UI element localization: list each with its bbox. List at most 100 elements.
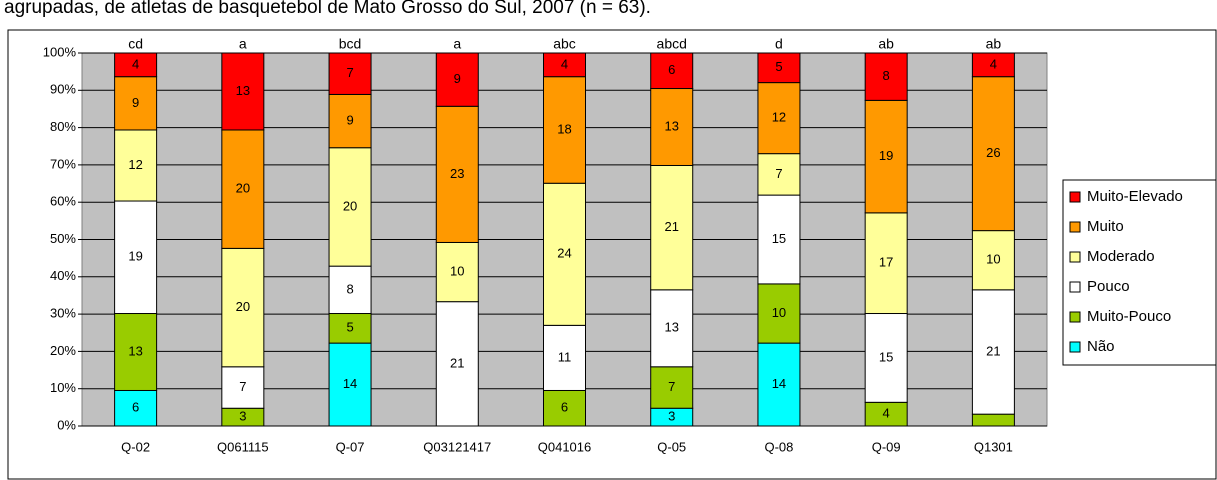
bar-segment — [543, 389, 586, 427]
data-label: 4 — [883, 406, 890, 421]
x-tick-label: Q-09 — [872, 439, 901, 454]
bar-segment — [650, 88, 694, 166]
bar-segment — [543, 76, 586, 184]
bar-segment — [757, 153, 801, 196]
data-label: 21 — [664, 219, 678, 234]
data-label: 12 — [772, 110, 786, 125]
bar-segment — [650, 289, 694, 368]
annotation: abcd — [657, 36, 687, 52]
legend-swatch — [1069, 251, 1081, 263]
data-label: 20 — [236, 181, 250, 196]
data-label: 9 — [132, 95, 139, 110]
data-label: 18 — [557, 121, 571, 136]
annotation: a — [239, 36, 247, 52]
bar-segment — [864, 52, 908, 101]
data-label: 14 — [343, 376, 357, 391]
bar-segment — [114, 52, 158, 78]
x-tick-label: Q-07 — [336, 439, 365, 454]
data-label: 6 — [132, 400, 139, 415]
data-label: 5 — [775, 59, 782, 74]
y-tick-label: 50% — [50, 231, 76, 246]
bar-segment — [328, 313, 372, 344]
legend-label: Muito-Pouco — [1087, 308, 1171, 325]
data-label: 17 — [879, 255, 893, 270]
data-label: 13 — [236, 83, 250, 98]
bar-segment — [114, 129, 158, 202]
bar-segment — [864, 99, 908, 214]
data-label: 10 — [450, 264, 464, 279]
bar-segment — [114, 200, 158, 315]
x-tick-label: Q-05 — [657, 439, 686, 454]
bar-segment — [221, 52, 265, 131]
annotation: a — [453, 36, 461, 52]
bar-segment — [757, 194, 801, 285]
data-label: 7 — [775, 166, 782, 181]
annotation: d — [775, 36, 783, 52]
legend-label: Não — [1087, 338, 1115, 355]
y-tick-label: 100% — [43, 44, 77, 59]
data-label: 10 — [986, 252, 1000, 267]
bar-segment — [650, 52, 694, 90]
data-label: 7 — [346, 65, 353, 80]
data-label: 11 — [558, 349, 572, 364]
bar-segment — [328, 93, 372, 149]
y-tick-label: 40% — [50, 268, 76, 283]
data-label: 24 — [557, 246, 571, 261]
data-label: 7 — [668, 379, 675, 394]
legend-label: Moderado — [1087, 248, 1155, 265]
bar-segment — [114, 389, 158, 427]
data-label: 21 — [986, 343, 1000, 358]
data-label: 15 — [879, 349, 893, 364]
bar-segment — [543, 324, 586, 391]
data-label: 6 — [668, 62, 675, 77]
y-tick-label: 10% — [50, 380, 76, 395]
bar-segment — [435, 105, 479, 243]
legend-swatch — [1069, 311, 1081, 323]
y-tick-label: 0% — [57, 417, 76, 432]
x-tick-label: Q-02 — [121, 439, 150, 454]
legend-swatch — [1069, 341, 1081, 353]
annotation: abc — [553, 36, 576, 52]
bar-segment — [757, 82, 801, 155]
bar-segment — [435, 241, 479, 303]
data-label: 8 — [346, 281, 353, 296]
annotation: ab — [878, 36, 894, 52]
data-label: 21 — [450, 355, 464, 370]
bar-segment — [221, 366, 265, 409]
legend-box — [1062, 179, 1217, 366]
bar-segment — [650, 164, 694, 291]
bar-segment — [971, 230, 1015, 291]
data-label: 15 — [772, 231, 786, 246]
legend-swatch — [1069, 221, 1081, 233]
legend-swatch — [1069, 191, 1081, 203]
y-tick-label: 70% — [50, 156, 76, 171]
data-label: 12 — [128, 157, 142, 172]
bar-segment — [543, 52, 586, 78]
data-label: 8 — [883, 68, 890, 83]
y-tick-label: 80% — [50, 119, 76, 134]
data-label: 3 — [239, 409, 246, 424]
x-tick-label: Q041016 — [538, 439, 592, 454]
data-label: 13 — [664, 320, 678, 335]
bar-segment — [221, 247, 265, 368]
data-label: 5 — [346, 320, 353, 335]
y-tick-label: 20% — [50, 343, 76, 358]
chart-title: agrupadas, de atletas de basquetebol de … — [4, 0, 651, 18]
bar-segment — [328, 147, 372, 267]
data-label: 10 — [772, 305, 786, 320]
data-label: 13 — [128, 343, 142, 358]
data-label: 4 — [132, 56, 139, 71]
bar-segment — [864, 212, 908, 315]
annotation: ab — [986, 36, 1002, 52]
bar-segment — [221, 129, 265, 249]
bar-segment — [435, 52, 479, 107]
bar-segment — [114, 76, 158, 131]
data-label: 20 — [236, 299, 250, 314]
bar-segment — [971, 52, 1015, 78]
bar-segment — [328, 265, 372, 315]
bar-segment — [757, 283, 801, 344]
x-tick-label: Q-08 — [764, 439, 793, 454]
data-label: 20 — [343, 198, 357, 213]
